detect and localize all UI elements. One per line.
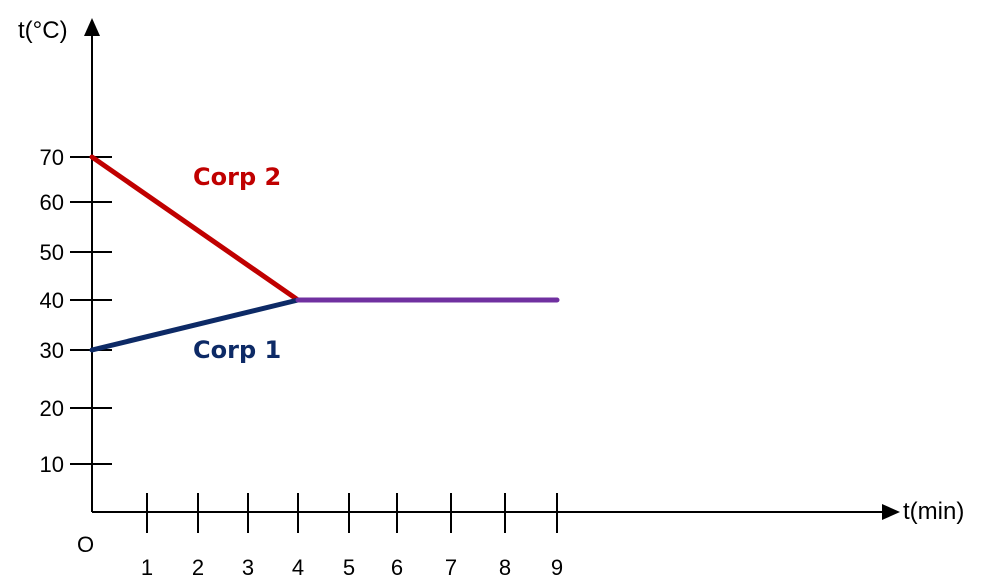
x-axis-label: t(min): [903, 498, 964, 525]
series-label-corp-2: Corp 2: [193, 163, 281, 191]
y-ticks: 10 20 30 40 50 60 70: [40, 145, 112, 477]
x-tick-label: 1: [141, 555, 153, 580]
y-axis-arrow: [84, 18, 100, 36]
axes: t(°C) t(min) O: [18, 17, 964, 557]
y-tick-label: 50: [40, 240, 64, 265]
y-tick-label: 10: [40, 452, 64, 477]
y-tick-label: 40: [40, 288, 64, 313]
series-line-1: [89, 297, 301, 353]
series-lines: [89, 154, 560, 353]
y-tick-label: 20: [40, 396, 64, 421]
x-tick-label: 2: [192, 555, 204, 580]
x-ticks: 1 2 3 4 5 6 7 8 9: [141, 493, 563, 580]
y-axis-label: t(°C): [18, 17, 68, 44]
x-tick-label: 3: [242, 555, 254, 580]
y-tick-label: 60: [40, 190, 64, 215]
series-label-corp-1: Corp 1: [193, 336, 281, 364]
x-tick-label: 7: [445, 555, 457, 580]
x-tick-label: 5: [343, 555, 355, 580]
series-line-0: [89, 154, 301, 303]
y-tick-label: 70: [40, 145, 64, 170]
y-tick-label: 30: [40, 338, 64, 363]
x-tick-label: 6: [391, 555, 403, 580]
x-tick-label: 8: [499, 555, 511, 580]
x-tick-label: 4: [292, 555, 304, 580]
origin-label: O: [77, 532, 94, 557]
x-tick-label: 9: [551, 555, 563, 580]
x-axis-arrow: [882, 504, 900, 520]
